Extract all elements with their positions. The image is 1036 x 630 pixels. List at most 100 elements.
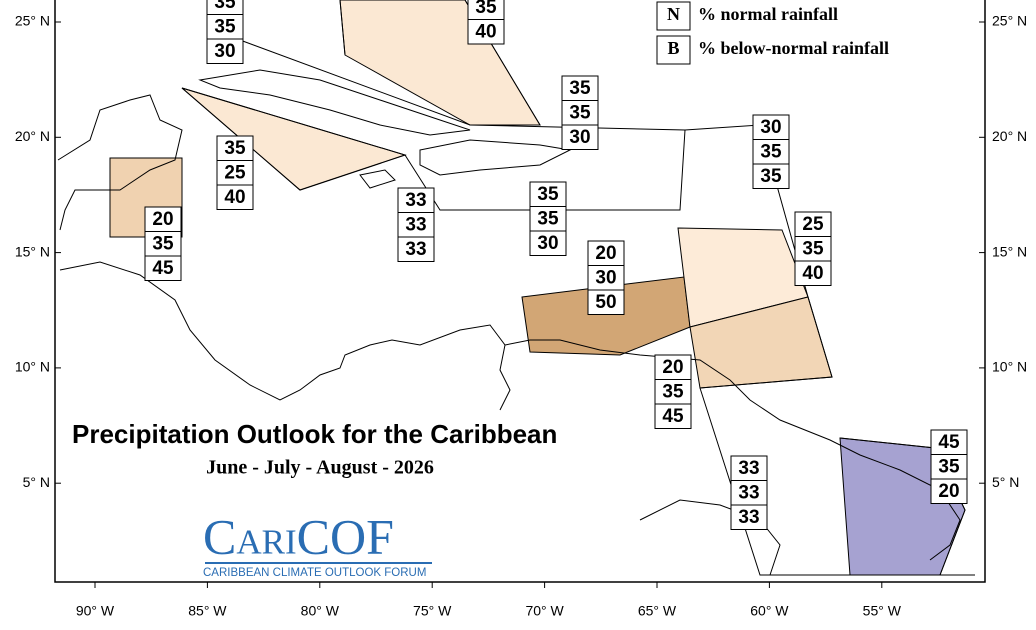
probability-box: 45 35 20 <box>930 429 968 504</box>
probability-value: 40 <box>475 22 496 43</box>
lat-label: 15° N <box>15 243 50 259</box>
probability-box: 33 33 33 <box>397 187 435 262</box>
probability-cell <box>397 212 435 238</box>
probability-cell <box>654 379 692 405</box>
probability-box: 33 33 33 <box>730 455 768 530</box>
probability-cell <box>206 38 244 64</box>
map-subtitle: June - July - August - 2026 <box>206 457 434 479</box>
probability-value: 20 <box>938 481 959 502</box>
probability-value: 50 <box>595 292 616 313</box>
lon-label: 60° W <box>750 603 789 619</box>
lat-label: 25° N <box>15 13 50 29</box>
probability-value: 35 <box>214 0 236 13</box>
probability-value: 35 <box>214 17 236 38</box>
probability-value: 35 <box>152 234 174 255</box>
region-shade <box>181 87 407 191</box>
probability-value: 35 <box>537 184 559 205</box>
probability-value: 25 <box>224 163 246 184</box>
lon-label: 65° W <box>638 603 677 619</box>
probability-value: 25 <box>802 214 824 235</box>
lon-label: 90° W <box>76 603 115 619</box>
lat-label: 10° N <box>15 359 50 375</box>
lat-label: 5° N <box>23 474 50 490</box>
region-shade <box>521 276 691 356</box>
probability-value: 35 <box>569 78 591 99</box>
probability-value: 40 <box>224 187 245 208</box>
probability-cell <box>529 230 567 256</box>
region-shade <box>339 0 541 126</box>
probability-cell <box>216 160 254 186</box>
probability-value: 35 <box>760 166 782 187</box>
probability-cell <box>930 429 968 455</box>
map-title: Precipitation Outlook for the Caribbean <box>72 419 557 449</box>
probability-value: 35 <box>569 103 591 124</box>
probability-value: 33 <box>405 239 426 260</box>
coastlines <box>57 69 961 576</box>
probability-value: 35 <box>537 209 559 230</box>
probability-box: 25 35 40 <box>794 211 832 286</box>
lat-label: 5° N <box>992 474 1019 490</box>
probability-value: 33 <box>738 507 759 528</box>
probability-value: 20 <box>595 243 616 264</box>
probability-cell <box>216 135 254 161</box>
probability-value: 35 <box>475 0 497 18</box>
probability-cell <box>730 504 768 530</box>
probability-value: 20 <box>662 357 683 378</box>
probability-value: 30 <box>537 233 558 254</box>
lat-label: 15° N <box>992 243 1027 259</box>
probability-value: 45 <box>152 258 174 279</box>
legend-label: % below-normal rainfall <box>698 38 889 58</box>
probability-cell <box>794 211 832 237</box>
probability-value: 33 <box>405 215 426 236</box>
lon-label: 75° W <box>413 603 452 619</box>
probability-cell <box>654 403 692 429</box>
probability-box: 35 25 40 <box>216 135 254 210</box>
region-shading <box>109 0 966 576</box>
legend-key: B <box>667 38 679 58</box>
probability-cell <box>144 231 182 257</box>
probability-cell <box>587 240 625 266</box>
logo-name: CariCOF <box>203 508 394 564</box>
probability-value: 35 <box>224 138 246 159</box>
probability-box: 20 35 45 <box>144 206 182 281</box>
lat-label: 20° N <box>15 128 50 144</box>
legend-key-box <box>656 1 691 31</box>
probability-cell <box>467 19 505 45</box>
probability-cell <box>587 265 625 291</box>
map-frame <box>54 0 986 583</box>
probability-cell <box>587 289 625 315</box>
lon-label: 80° W <box>301 603 340 619</box>
probability-cell <box>930 478 968 504</box>
logo-tagline: CARIBBEAN CLIMATE OUTLOOK FORUM <box>203 567 426 579</box>
probability-value: 33 <box>405 190 426 211</box>
probability-value: 20 <box>152 209 173 230</box>
probability-cell <box>397 187 435 213</box>
probability-box: 20 35 45 <box>654 354 692 429</box>
probability-box: 35 35 30 <box>561 75 599 150</box>
probability-box: 35 35 30 <box>529 181 567 256</box>
probability-value: 33 <box>738 458 759 479</box>
lon-label: 55° W <box>863 603 902 619</box>
probability-cell <box>561 75 599 101</box>
probability-cell <box>752 163 790 189</box>
probability-value: 40 <box>802 263 823 284</box>
probability-value: 45 <box>662 406 684 427</box>
probability-value: 35 <box>760 142 782 163</box>
probability-value: 30 <box>760 117 781 138</box>
probability-cell <box>561 100 599 126</box>
probability-value: 30 <box>214 41 235 62</box>
probability-cell <box>794 260 832 286</box>
probability-value: 35 <box>938 457 960 478</box>
probability-cell <box>216 184 254 210</box>
probability-cell <box>654 354 692 380</box>
probability-box: 35 35 30 <box>206 0 244 64</box>
probability-value: 35 <box>802 239 824 260</box>
probability-value: 45 <box>938 432 960 453</box>
lat-label: 20° N <box>992 128 1027 144</box>
probability-cell <box>561 124 599 150</box>
lat-label: 25° N <box>992 13 1027 29</box>
probability-value: 33 <box>738 483 759 504</box>
legend-label: % normal rainfall <box>698 4 838 24</box>
